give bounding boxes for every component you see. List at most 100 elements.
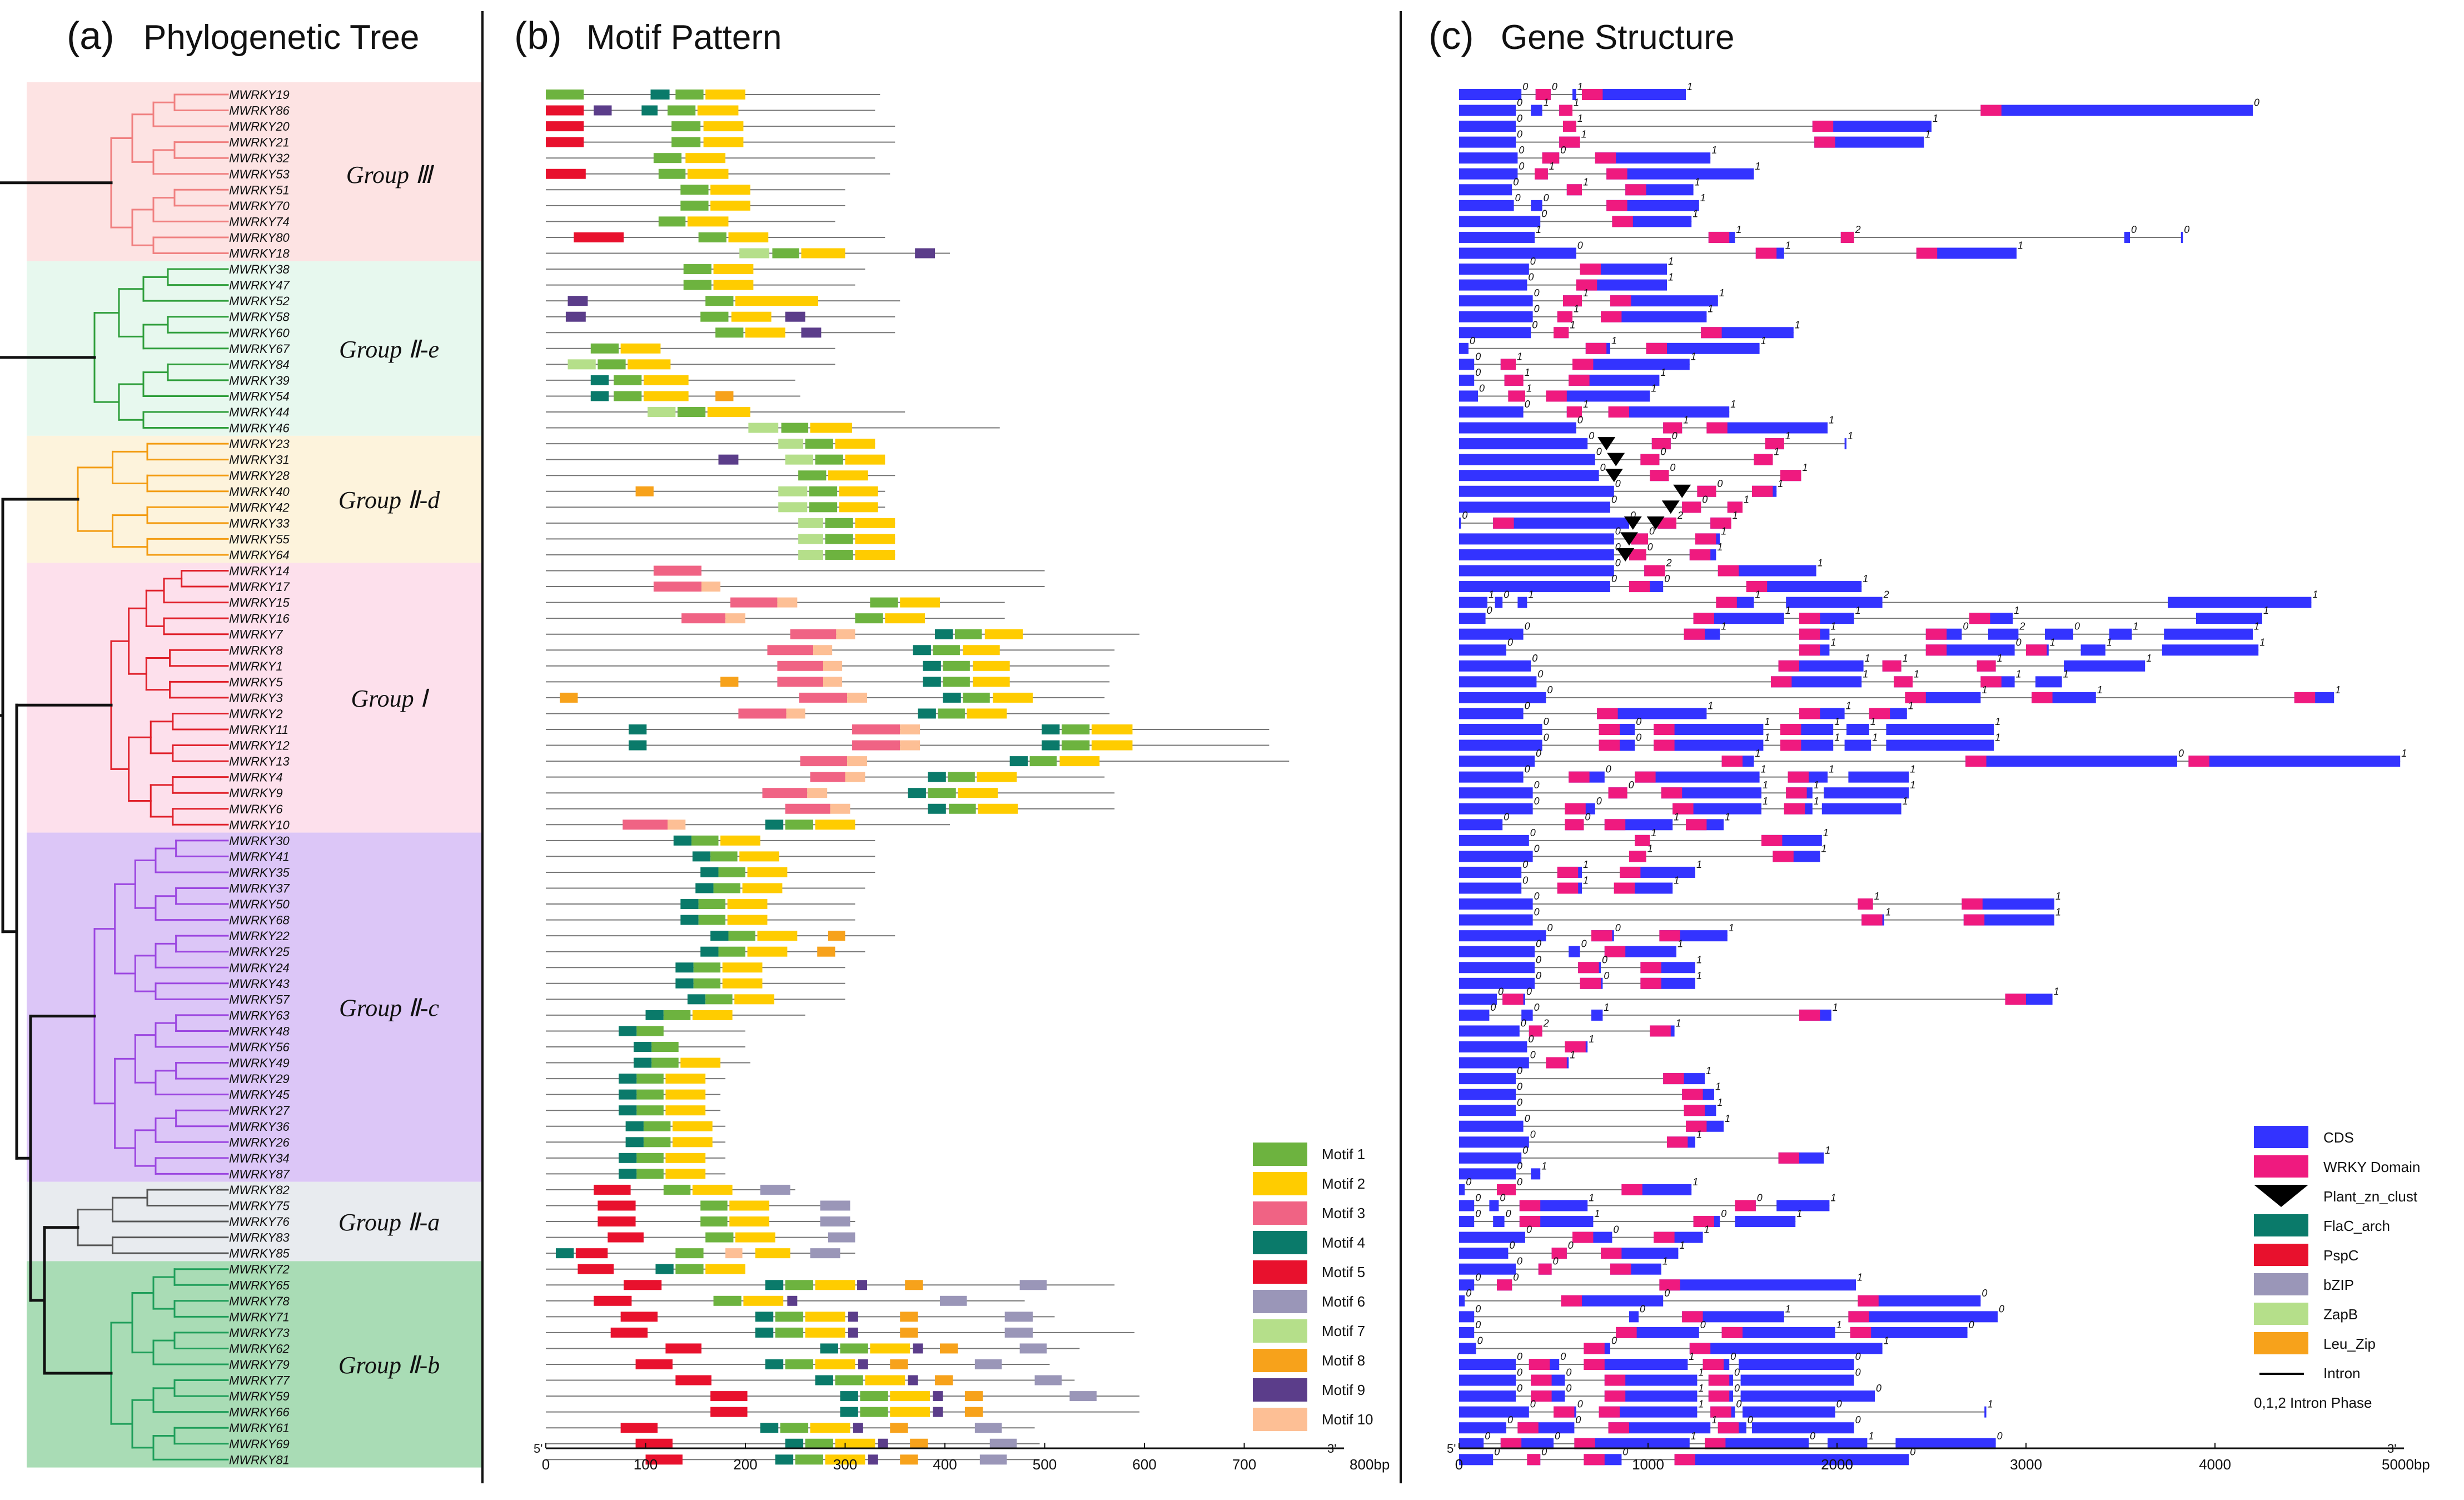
- structure-legend-swatch: [2254, 1303, 2308, 1325]
- intron-phase-label: 0: [1509, 1240, 1515, 1251]
- intron-phase-label: 0: [1910, 1446, 1915, 1457]
- motif-9-box: [933, 1407, 943, 1417]
- motif-10-box: [786, 708, 805, 719]
- motif-legend-swatch: [1253, 1408, 1307, 1431]
- wrky-domain-box: [1916, 247, 1938, 259]
- cds-box: [1459, 1073, 1516, 1085]
- intron-phase-label: 0: [1640, 1303, 1645, 1314]
- cds-box: [1988, 628, 2019, 640]
- motif-10-box: [823, 677, 843, 687]
- cds-box: [1886, 739, 1994, 751]
- motif-9-box: [568, 296, 588, 306]
- intron-phase-label: 1: [1696, 970, 1702, 981]
- cds-box: [1459, 1057, 1529, 1069]
- intron-phase-label: 0: [1532, 653, 1537, 664]
- motif-6-box: [760, 1184, 790, 1195]
- wrky-domain-box: [1684, 628, 1705, 640]
- motif-4-box: [628, 740, 647, 751]
- wrky-domain-box: [1659, 1279, 1680, 1291]
- intron-phase-label: 1: [2014, 605, 2019, 616]
- motif-legend-label: Motif 8: [1322, 1352, 1365, 1369]
- intron-phase-label: 1: [1604, 1002, 1609, 1013]
- motif-4-box: [619, 1026, 637, 1036]
- wrky-domain-box: [1625, 184, 1646, 196]
- intron-phase-label: 0: [1517, 1081, 1522, 1092]
- motif-9-box: [858, 1359, 868, 1369]
- gene-label: MWRKY59: [229, 1389, 290, 1403]
- intron-phase-label: 0: [1504, 811, 1509, 822]
- cds-box: [1459, 803, 1533, 814]
- intron-phase-label: 0: [1596, 446, 1602, 458]
- motif-4-box: [673, 835, 692, 846]
- wrky-domain-box: [1629, 581, 1650, 593]
- intron-phase-label: 0: [1611, 573, 1617, 584]
- motif-4-box: [645, 1010, 664, 1020]
- cds-box: [1635, 771, 1760, 783]
- wrky-domain-box: [1905, 692, 1926, 703]
- intron-phase-label: 1: [1589, 1193, 1594, 1204]
- gene-label: MWRKY26: [229, 1135, 290, 1149]
- motif-4-box: [625, 1121, 644, 1131]
- intron-phase-label: 0: [1530, 827, 1536, 838]
- motif-4-box: [695, 883, 714, 893]
- intron-phase-label: 0: [1702, 494, 1708, 505]
- motif-1-box: [698, 915, 726, 925]
- motif-5-box: [620, 1312, 658, 1322]
- motif-1-box: [675, 90, 704, 100]
- plant-zn-clust-marker: [1624, 516, 1642, 530]
- intron-phase-label: 1: [1925, 129, 1930, 140]
- cds-box: [1844, 739, 1871, 751]
- group-label: Group Ⅱ-c: [339, 995, 440, 1022]
- intron-phase-label: 1: [1589, 1034, 1594, 1045]
- wrky-domain-box: [1497, 1279, 1512, 1291]
- wrky-domain-box: [1882, 660, 1901, 672]
- intron-phase-label: 0: [1475, 1193, 1481, 1204]
- motif-2-box: [973, 660, 1010, 671]
- gene-label: MWRKY8: [229, 643, 283, 657]
- structure-legend-label: 0,1,2 Intron Phase: [2254, 1394, 2372, 1411]
- motif-legend-label: Motif 9: [1322, 1382, 1365, 1398]
- motif-4-box: [935, 629, 953, 639]
- motif-1-box: [658, 216, 686, 227]
- structure-legend-swatch: [2254, 1273, 2308, 1295]
- cds-box: [1984, 1406, 1987, 1418]
- motif-7-box: [778, 502, 808, 513]
- gene-label: MWRKY29: [229, 1072, 290, 1086]
- motif-9-box: [853, 1423, 863, 1433]
- motif-10-box: [845, 772, 865, 782]
- intron-phase-label: 0: [1836, 1399, 1842, 1410]
- intron-phase-label: 0: [1982, 1288, 1987, 1299]
- intron-phase-label: 0: [1544, 732, 1549, 743]
- motif-3-box: [623, 819, 668, 830]
- wrky-domain-box: [1977, 660, 1996, 672]
- motif-7-box: [778, 439, 804, 449]
- wrky-domain-box: [1635, 771, 1656, 783]
- motif-9-box: [718, 454, 739, 465]
- group-band-4: [27, 832, 481, 1182]
- cds-box: [1459, 168, 1518, 180]
- wrky-domain-box: [1497, 1184, 1516, 1195]
- gene-label: MWRKY11: [229, 723, 288, 737]
- intron-phase-label: 1: [2018, 240, 2023, 251]
- motif-1-box: [683, 264, 711, 275]
- intron-phase-label: 1: [1995, 716, 2000, 727]
- gene-label: MWRKY15: [229, 596, 290, 610]
- intron-phase-label: 0: [1536, 954, 1541, 965]
- wrky-domain-box: [1569, 771, 1590, 783]
- motif-1-box: [781, 423, 809, 433]
- intron-phase-label: 0: [1537, 668, 1543, 679]
- motif-2-box: [643, 391, 689, 401]
- wrky-domain-box: [1925, 628, 1947, 640]
- motif-3-box: [852, 740, 900, 751]
- intron-phase-label: 0: [1504, 589, 1509, 600]
- intron-phase-label: 0: [1544, 716, 1549, 727]
- intron-phase-label: 1: [1689, 1351, 1694, 1362]
- intron-phase-label: 0: [1670, 462, 1675, 473]
- intron-phase-label: 0: [1536, 938, 1541, 950]
- wrky-domain-box: [1697, 485, 1716, 497]
- motif-2-box: [722, 978, 763, 989]
- intron-phase-label: 0: [1532, 319, 1537, 330]
- wrky-domain-box: [1504, 374, 1524, 386]
- wrky-domain-box: [1559, 136, 1580, 148]
- intron-phase-label: 0: [1517, 1160, 1522, 1171]
